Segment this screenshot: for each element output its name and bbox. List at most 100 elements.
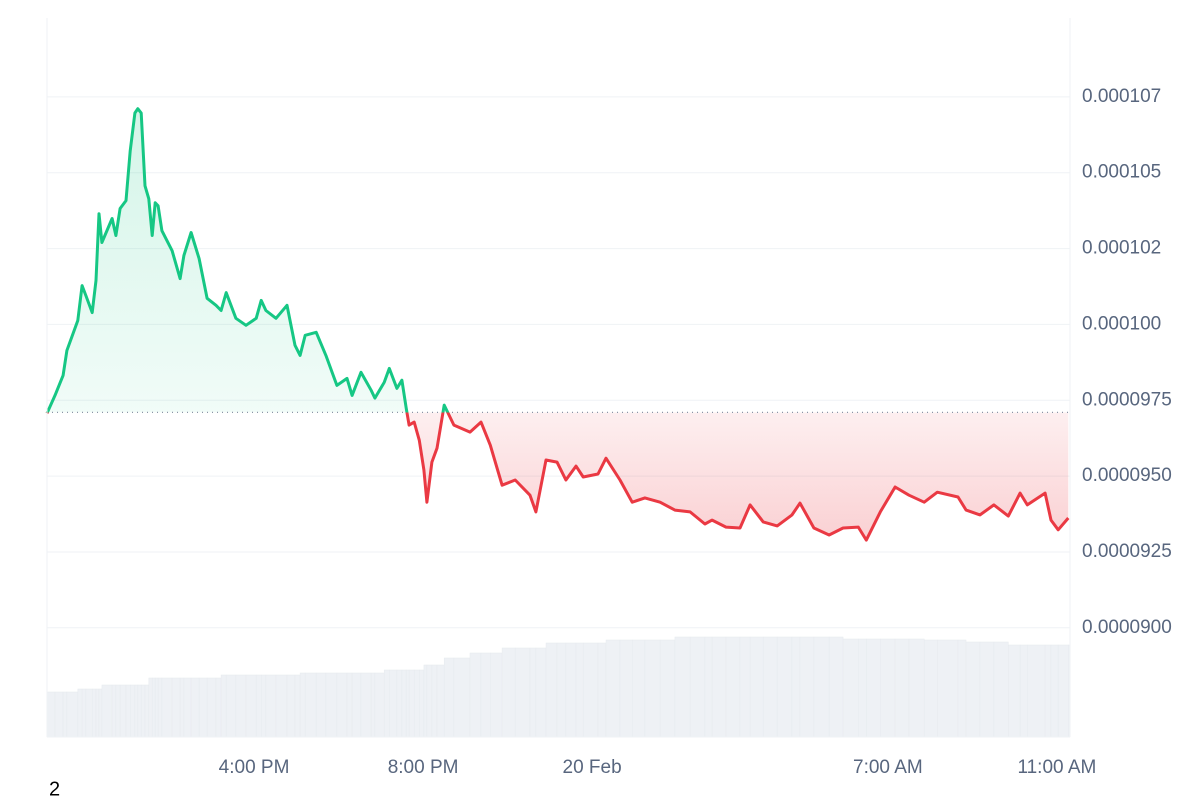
x-tick-label: 7:00 AM [853,757,923,778]
volume-bar [631,639,646,738]
volume-bar [119,684,127,738]
volume-bar [535,647,547,738]
volume-bar [225,674,237,738]
volume-bar [799,636,815,738]
volume-bar [937,639,959,738]
volume-bar [183,677,192,738]
volume-bar [501,647,516,738]
volume-bar [431,664,438,738]
price-line [45,107,1070,542]
volume-bar [776,636,793,738]
volume-bar [66,691,79,738]
volume-bar [171,677,181,738]
x-tick-label: 11:00 AM [1017,757,1096,778]
volume-bar [220,674,227,738]
volume-bar [157,677,163,738]
volume-bar [351,672,362,738]
volume-bar [360,672,372,738]
volume-bar [908,638,925,738]
volume-bar [605,639,621,738]
volume-bar [370,672,376,738]
volume-bar [346,672,353,738]
volume-bar [828,636,844,738]
volume-bar [408,669,415,738]
volume-bar [545,642,558,738]
volume-bar [396,669,403,738]
volume-bar [179,677,185,738]
volume-bar [125,684,131,738]
volume-bar [725,636,741,738]
y-tick-label: 0.000105 [1082,162,1161,183]
y-tick-label: 0.0000950 [1082,465,1172,486]
volume-bar [866,638,881,738]
volume-bar [1044,644,1052,738]
volume-bar [304,672,317,738]
volume-bar [453,657,471,738]
volume-bar [148,677,153,738]
volume-bar [979,641,995,738]
volume-bar [255,674,262,738]
volume-bar [739,636,751,738]
volume-bar [286,674,296,738]
volume-bar [77,688,83,738]
volume-bar [111,684,117,738]
volume-bar [529,647,537,738]
volume-bar [1008,644,1021,738]
volume-bar [401,669,407,738]
volume-bar [1027,644,1046,738]
y-tick-label: 0.0000975 [1082,389,1172,410]
y-tick-label: 0.000100 [1082,313,1161,334]
volume-bar [1019,644,1028,738]
volume-bar [198,677,208,738]
area [47,108,1069,541]
volume-bar [582,642,599,738]
volume-bar [426,664,433,738]
volume-bar [115,684,121,738]
volume-bar [275,674,288,738]
volume-bar [260,674,267,738]
volume-bar [597,642,607,738]
volume-bar [469,652,482,738]
volume-bar [190,677,200,738]
volume-bar [405,669,410,738]
volume-bar [137,684,142,738]
x-tick-label: 8:00 PM [388,757,459,778]
volume-bar [134,684,139,738]
volume-bar [644,639,661,738]
volume-bar [98,688,103,738]
volume-bar [813,636,830,738]
volume-bar [674,636,691,738]
y-tick-label: 0.0000925 [1082,541,1172,562]
volume-bar [957,639,967,738]
y-tick-label: 0.000107 [1082,86,1161,107]
volume-bar [791,636,801,738]
volume-bar [436,664,445,738]
volume-bar [993,641,1009,738]
volume-bar [245,674,257,738]
footer-label: 2 [49,778,60,800]
volume-bar [619,639,633,738]
volume-bar [374,672,385,738]
volume-bar [154,677,159,738]
y-tick-label: 0.0000900 [1082,617,1172,638]
volume-bar [1057,644,1069,738]
volume-bar [443,657,455,738]
volume-bar [144,684,150,738]
volume-bar [129,684,136,738]
volume-bar [81,688,87,738]
volume-bar [325,672,338,738]
volume-bar [140,684,146,738]
volume-bar [91,688,97,738]
volume-bar [413,669,420,738]
volume-bar [842,638,859,738]
volume-bar [62,691,68,738]
volume-bar [265,674,277,738]
volume-bar [894,638,910,738]
volume-bar [315,672,327,738]
volume-bar [294,674,301,738]
volume-bar [565,642,577,738]
volume-bar [711,636,727,738]
volume-bar [235,674,247,738]
volume-bar [151,677,156,738]
